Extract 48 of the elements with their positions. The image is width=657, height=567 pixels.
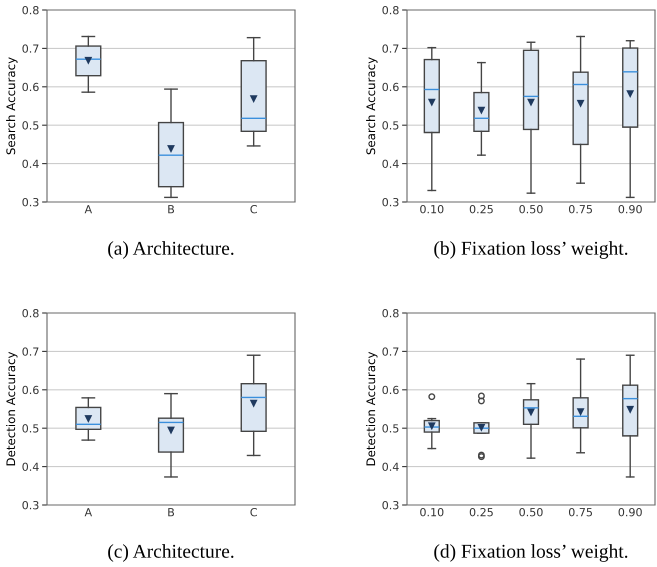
y-axis-title: Detection Accuracy xyxy=(6,352,18,466)
x-tick-label: B xyxy=(168,508,174,516)
x-tick-label: 0.10 xyxy=(420,204,444,214)
x-tick-label: 0.10 xyxy=(420,508,444,516)
x-tick-label: 0.25 xyxy=(470,204,493,214)
y-tick-label: 0.4 xyxy=(382,160,399,168)
y-axis-title: Search Accuracy xyxy=(6,57,18,154)
y-tick-label: 0.7 xyxy=(22,44,38,53)
y-tick-label: 0.6 xyxy=(382,82,399,92)
y-tick-label: 0.5 xyxy=(382,424,398,433)
x-tick-label: A xyxy=(84,205,92,214)
x-tick-label: A xyxy=(84,508,92,516)
y-tick-label: 0.4 xyxy=(382,462,399,471)
y-tick-label: 0.8 xyxy=(22,308,39,318)
x-tick-label: C xyxy=(250,204,257,214)
text: (b) Fixation loss’ weight. xyxy=(434,241,628,259)
x-tick-label: 0.75 xyxy=(568,508,592,516)
y-tick-label: 0.5 xyxy=(22,424,38,433)
x-tick-label: 0.25 xyxy=(470,508,493,516)
y-tick-label: 0.6 xyxy=(382,386,399,394)
y-tick-label: 0.8 xyxy=(382,6,399,14)
y-tick-label: 0.5 xyxy=(22,121,38,130)
x-tick-label: B xyxy=(168,205,174,214)
y-axis-title: Detection Accuracy xyxy=(366,352,378,466)
y-tick-label: 0.4 xyxy=(22,462,39,471)
x-tick-label: 0.50 xyxy=(519,204,543,214)
y-tick-label: 0.8 xyxy=(382,308,399,318)
x-tick-label: 0.75 xyxy=(568,204,592,214)
y-tick-label: 0.6 xyxy=(22,386,39,394)
x-tick-label: C xyxy=(250,508,257,516)
y-tick-label: 0.7 xyxy=(22,347,38,356)
y-tick-label: 0.3 xyxy=(382,198,398,206)
y-tick-label: 0.8 xyxy=(22,6,39,14)
text: (d) Fixation loss’ weight. xyxy=(434,544,628,562)
y-tick-label: 0.3 xyxy=(382,500,398,510)
y-axis-title: Search Accuracy xyxy=(366,57,378,154)
text: (a) Architecture. xyxy=(108,241,234,259)
y-tick-label: 0.3 xyxy=(22,198,38,206)
y-tick-label: 0.6 xyxy=(22,82,39,92)
y-tick-label: 0.5 xyxy=(382,121,398,130)
x-tick-label: 0.90 xyxy=(618,508,642,516)
x-tick-label: 0.50 xyxy=(519,508,543,516)
x-tick-label: 0.90 xyxy=(618,204,642,214)
y-tick-label: 0.7 xyxy=(382,347,398,356)
text: (c) Architecture. xyxy=(108,544,234,562)
y-tick-label: 0.4 xyxy=(22,160,39,168)
y-tick-label: 0.3 xyxy=(22,500,38,510)
y-tick-label: 0.7 xyxy=(382,44,398,53)
